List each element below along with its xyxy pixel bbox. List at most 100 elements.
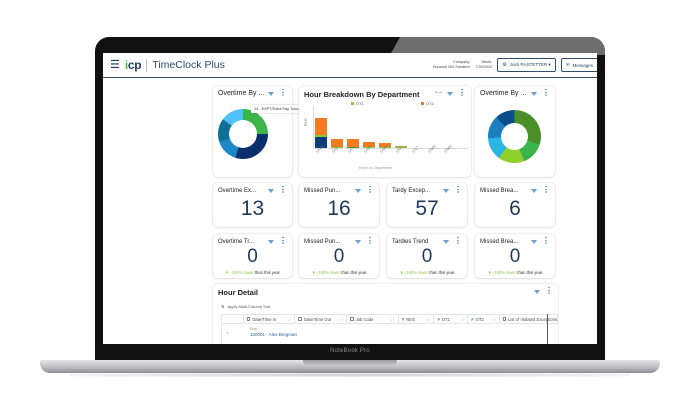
legend-item-ot1[interactable]: OT1 xyxy=(351,101,364,106)
column-header-reg[interactable]: # REG ↓↑ xyxy=(399,315,435,323)
card-actions: ⟷ ⋮ xyxy=(435,89,466,97)
trend-card-missed-breaks[interactable]: Missed Brea... ⋮ 0 ▼ -100% lower than th… xyxy=(475,234,555,278)
filter-icon[interactable] xyxy=(531,240,537,244)
y-axis xyxy=(313,106,314,148)
trend-value: 0 xyxy=(247,246,258,267)
column-label: Date/Time In xyxy=(252,316,277,322)
column-header-date-time-in[interactable]: Date/Time In ↓↑ xyxy=(244,315,296,323)
employee-name[interactable]: 100001 - Alex Bregman xyxy=(250,332,298,337)
more-options-icon[interactable]: ⋮ xyxy=(279,185,287,194)
column-header-job-code[interactable]: Job Code ↓↑ xyxy=(347,315,399,323)
filter-icon[interactable] xyxy=(443,189,449,193)
card-title: Overtime Tr... xyxy=(218,239,255,245)
table-row[interactable]: • Emp 100001 - Alex Bregman xyxy=(221,324,558,344)
multi-column-sort-button[interactable]: ⇅ Apply Multi-Column Sort xyxy=(221,304,270,309)
laptop-base xyxy=(40,360,660,373)
legend-label: OT2 xyxy=(426,101,434,106)
trend-card-overtime[interactable]: Overtime Tr... ⋮ 0 ▼ -100% lower than th… xyxy=(213,234,292,278)
column-header-ot2[interactable]: # OT2 ↓↑ xyxy=(468,315,501,323)
y-axis-label: REG xyxy=(304,118,308,126)
column-header-ot1[interactable]: # OT1 ↓↑ xyxy=(434,315,469,323)
messages-button[interactable]: ✉ Messages xyxy=(560,58,597,72)
filter-icon[interactable] xyxy=(443,240,449,244)
filter-icon[interactable] xyxy=(447,92,453,96)
trend-suffix: than this year xyxy=(428,270,455,275)
filter-icon[interactable] xyxy=(355,240,361,244)
kpi-card-overtime-exceptions[interactable]: Overtime Ex... ⋮ 13 xyxy=(213,183,292,227)
trend-card-missed-punches[interactable]: Missed Pun... ⋮ 0 ▼ -100% lower than thi… xyxy=(299,234,379,278)
card-title: Tardies Trend xyxy=(392,239,429,245)
bar[interactable] xyxy=(379,143,391,148)
kpi-value: 13 xyxy=(240,197,265,220)
filter-icon[interactable] xyxy=(531,189,537,193)
filter-icon[interactable] xyxy=(268,240,274,244)
sort-icon: ⇅ xyxy=(221,304,225,309)
more-options-icon[interactable]: ⋮ xyxy=(454,236,462,245)
more-options-icon[interactable]: ⋮ xyxy=(279,236,287,245)
bar[interactable] xyxy=(411,147,423,148)
trend-down-indicator: ▼ -100% lower xyxy=(311,270,341,275)
messages-label: Messages xyxy=(572,62,593,68)
trend-change: ▼ -100% lower than this year xyxy=(213,270,292,275)
user-menu-button[interactable]: ⚙ Josh RASTETTER ▾ xyxy=(497,58,556,72)
filter-icon[interactable] xyxy=(531,92,537,96)
more-options-icon[interactable]: ⋮ xyxy=(542,88,550,97)
more-options-icon[interactable]: ⋮ xyxy=(458,88,466,97)
bar[interactable] xyxy=(347,139,359,148)
bar[interactable] xyxy=(395,146,407,148)
overtime-donut-chart[interactable] xyxy=(488,110,541,163)
more-options-icon[interactable]: ⋮ xyxy=(454,185,462,194)
card-title: Hour Detail xyxy=(218,288,259,297)
card-actions: ⋮ xyxy=(355,237,374,245)
card-title: Missed Brea... xyxy=(480,188,519,194)
column-label: Date/Time Out xyxy=(303,316,332,322)
filter-icon[interactable] xyxy=(268,92,274,96)
donut-hole xyxy=(501,123,528,150)
legend-label: OT1 xyxy=(356,101,364,106)
card-actions: ⋮ xyxy=(534,287,553,295)
bar[interactable] xyxy=(427,147,439,148)
expand-row-icon[interactable]: • xyxy=(227,330,229,335)
more-options-icon[interactable]: ⋮ xyxy=(542,185,550,194)
x-axis-label: Hours by Department xyxy=(359,166,393,170)
card-title: Tardy Excep... xyxy=(392,188,431,194)
app-header: ☰ icp TimeClock Plus Company: Houston IS… xyxy=(103,53,597,78)
trend-change: ▼ -100% lower than this year xyxy=(475,270,555,275)
more-options-icon[interactable]: ⋮ xyxy=(366,236,374,245)
icp-logo: icp xyxy=(124,58,142,72)
card-actions: ⋮ xyxy=(268,89,287,97)
checkbox-icon xyxy=(298,317,302,321)
more-options-icon[interactable]: ⋮ xyxy=(279,88,287,97)
more-options-icon[interactable]: ⋮ xyxy=(545,286,553,295)
card-actions: ⋮ xyxy=(531,89,550,97)
card-title: Overtime By ... xyxy=(218,90,265,97)
vertical-scrollbar[interactable] xyxy=(547,314,548,344)
x-axis xyxy=(313,148,469,149)
legend-item-ot2[interactable]: OT2 xyxy=(421,101,434,106)
filter-icon[interactable] xyxy=(355,189,361,193)
filter-icon[interactable] xyxy=(534,290,540,294)
bar[interactable] xyxy=(331,139,343,148)
expand-icon[interactable]: ⟷ xyxy=(434,90,442,96)
more-options-icon[interactable]: ⋮ xyxy=(366,185,374,194)
bar[interactable] xyxy=(363,142,375,148)
column-header-date-time-out[interactable]: Date/Time Out ↓↑ xyxy=(295,315,348,323)
trend-suffix: than this year xyxy=(340,270,367,275)
card-actions: ⋮ xyxy=(443,186,462,194)
kpi-card-tardy-exceptions[interactable]: Tardy Excep... ⋮ 57 xyxy=(387,183,467,227)
bar[interactable] xyxy=(443,147,455,148)
bar[interactable] xyxy=(315,118,327,148)
filter-icon[interactable] xyxy=(268,189,274,193)
trend-value: 0 xyxy=(333,246,345,267)
trend-card-tardies[interactable]: Tardies Trend ⋮ 0 ▼ -100% lower than thi… xyxy=(387,234,467,278)
kpi-value: 16 xyxy=(327,197,351,220)
laptop-brand-label: NoteBook Pro xyxy=(330,348,370,354)
overtime-donut-chart[interactable] xyxy=(218,109,268,159)
card-title: Hour Breakdown By Department xyxy=(304,90,420,99)
hamburger-icon[interactable]: ☰ xyxy=(110,58,120,71)
column-header-violated-exceptions[interactable]: List of Violated Exceptions xyxy=(500,315,557,323)
more-options-icon[interactable]: ⋮ xyxy=(542,236,550,245)
kpi-card-missed-punches[interactable]: Missed Pun... ⋮ 16 xyxy=(299,183,379,227)
kpi-card-missed-breaks[interactable]: Missed Brea... ⋮ 6 xyxy=(475,183,555,227)
